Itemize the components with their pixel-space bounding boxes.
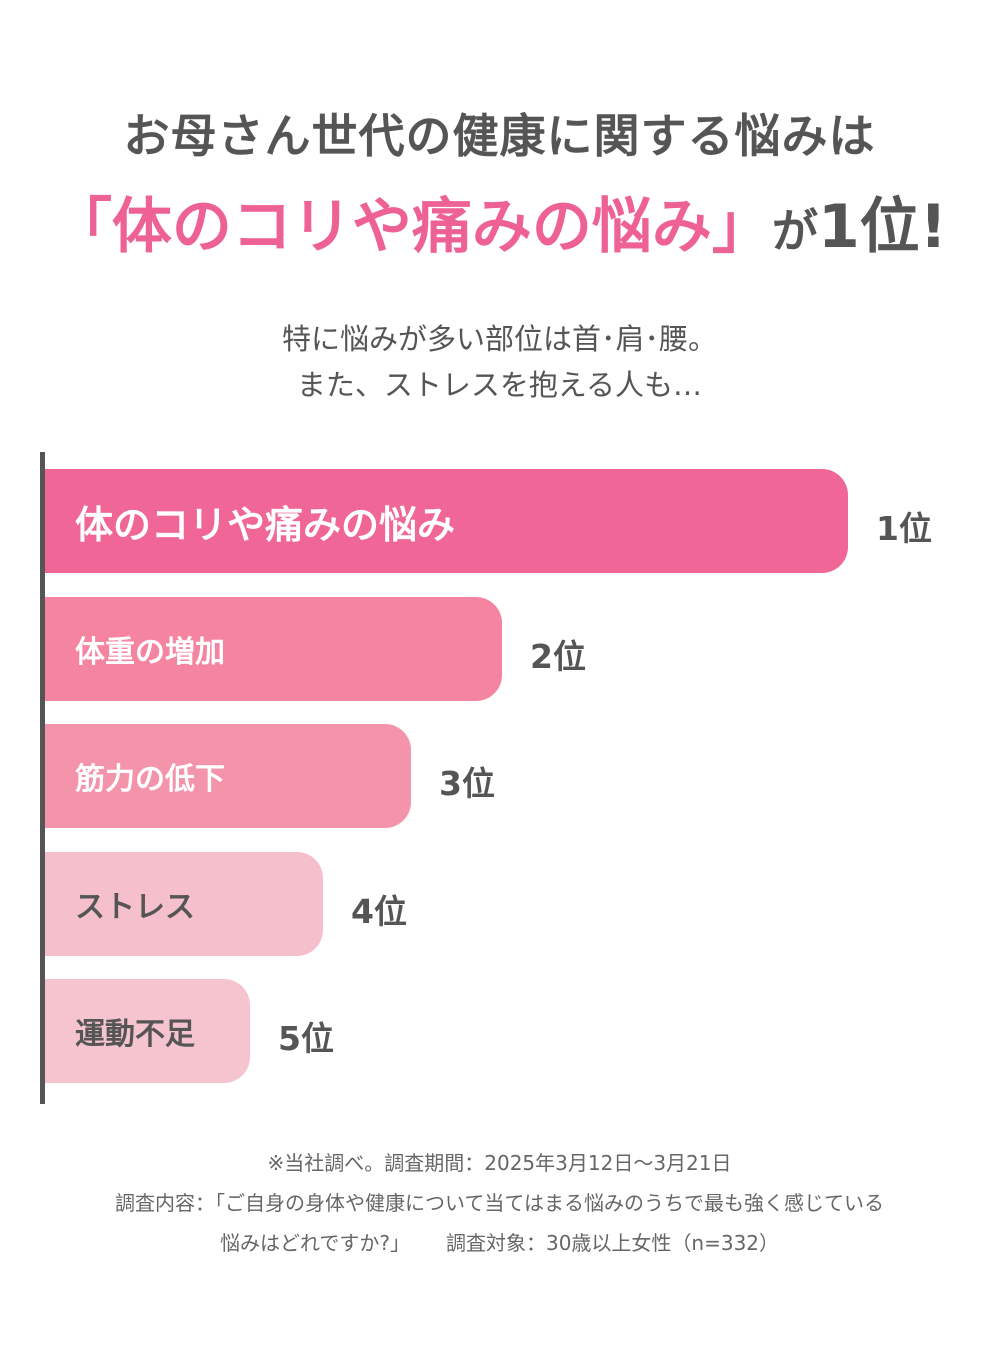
bar-label-rank-5: 運動不足	[75, 1017, 195, 1052]
rank-label-1: 1位	[876, 509, 932, 548]
footnote: ※当社調べ。調査期間：2025年3月12日～3月21日 調査内容：「ご自身の身体…	[0, 1143, 999, 1263]
page-title-line1: お母さん世代の健康に関する悩みは	[123, 109, 876, 163]
subtitle-line2: また、ストレスを抱える人も…	[296, 368, 703, 402]
footnote-line1: ※当社調べ。調査期間：2025年3月12日～3月21日	[267, 1151, 732, 1175]
bar-rank-3: 筋力の低下	[45, 724, 411, 828]
subtitle-line1: 特に悩みが多い部位は首･肩･腰。	[281, 322, 717, 356]
bar-label-rank-4: ストレス	[75, 890, 195, 925]
bar-label-rank-3: 筋力の低下	[75, 762, 225, 797]
title-suffix-rank: 1位!	[817, 192, 948, 262]
rank-label-2: 2位	[530, 637, 586, 676]
bar-rank-4: ストレス	[45, 852, 323, 956]
subtitle: 特に悩みが多い部位は首･肩･腰。 また、ストレスを抱える人も…	[0, 316, 999, 408]
chart-axis-line	[40, 452, 45, 1104]
bar-rank-2: 体重の増加	[45, 597, 502, 701]
footnote-line2: 調査内容：「ご自身の身体や健康について当てはまる悩みのうちで最も強く感じている	[115, 1191, 884, 1215]
title-highlight: 「体のコリや痛みの悩み」	[51, 192, 772, 262]
rank-label-5: 5位	[278, 1019, 334, 1058]
page-title-line2: 「体のコリや痛みの悩み」が1位!	[0, 178, 999, 265]
footnote-question-end: 悩みはどれですか?」	[219, 1231, 410, 1255]
footnote-line3: 悩みはどれですか?」 調査対象：30歳以上女性（n=332）	[0, 1223, 999, 1263]
bar-label-rank-1: 体のコリや痛みの悩み	[75, 502, 456, 547]
title-suffix-ga: が	[771, 204, 818, 258]
bar-rank-5: 運動不足	[45, 979, 250, 1083]
rank-label-4: 4位	[351, 892, 407, 931]
footnote-target: 調査対象：30歳以上女性（n=332）	[445, 1231, 780, 1255]
rank-label-3: 3位	[439, 764, 495, 803]
bar-rank-1: 体のコリや痛みの悩み	[45, 469, 848, 573]
bar-label-rank-2: 体重の増加	[75, 635, 225, 670]
